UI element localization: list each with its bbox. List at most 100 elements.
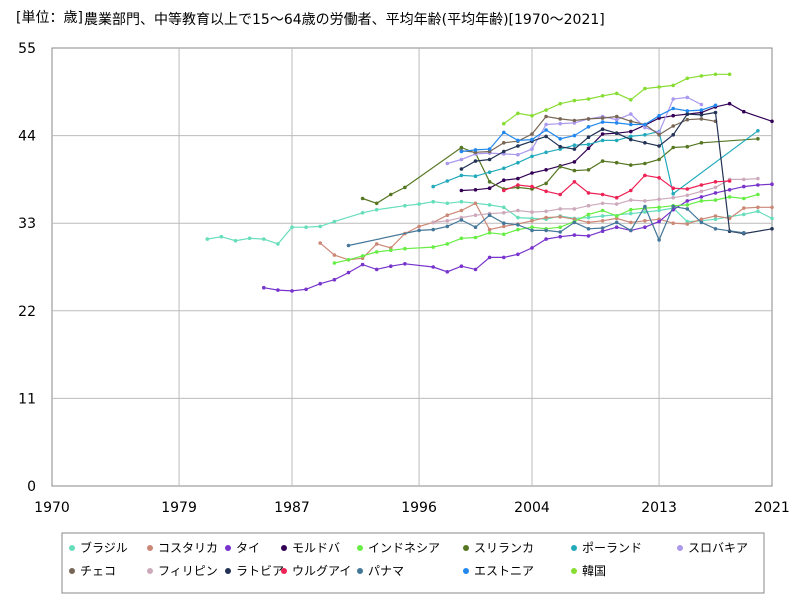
legend-label: スロバキア	[688, 541, 748, 555]
data-point	[502, 255, 506, 260]
legend-label: エストニア	[474, 564, 534, 578]
chart-title: 農業部門、中等教育以上で15～64歳の労働者、平均年齢(平均年齢)[1970～2…	[84, 11, 605, 28]
series-4	[332, 192, 760, 265]
data-point	[304, 287, 308, 292]
series-2	[262, 182, 774, 293]
data-point	[614, 160, 619, 165]
data-point	[276, 288, 280, 292]
data-point	[572, 220, 577, 225]
data-point	[558, 225, 562, 229]
x-tick-label: 1979	[161, 500, 197, 516]
data-point	[699, 102, 704, 107]
data-point	[544, 181, 548, 186]
data-point	[502, 130, 506, 135]
data-point	[742, 212, 746, 217]
data-point	[600, 127, 605, 131]
legend-item: ウルグアイ	[281, 564, 351, 578]
data-point	[304, 225, 308, 229]
data-point	[756, 209, 760, 214]
data-point	[544, 215, 548, 220]
data-point	[516, 227, 520, 232]
legend-marker	[677, 545, 683, 551]
x-tick-label: 2021	[754, 500, 790, 516]
data-point	[699, 217, 704, 221]
data-point	[473, 235, 478, 240]
data-point	[685, 203, 690, 207]
data-point	[629, 137, 633, 142]
data-point	[473, 267, 478, 272]
data-point	[318, 281, 323, 286]
data-point	[516, 223, 520, 227]
series-9	[431, 176, 760, 225]
data-point	[586, 203, 591, 208]
data-point	[487, 157, 492, 162]
data-point	[516, 208, 520, 213]
data-point	[643, 161, 647, 166]
data-point	[530, 246, 534, 250]
data-point	[643, 173, 647, 178]
data-point	[770, 205, 774, 210]
data-point	[530, 154, 534, 159]
data-point	[671, 97, 675, 101]
data-point	[445, 224, 450, 229]
data-point	[685, 117, 690, 122]
data-point	[530, 171, 534, 175]
legend-marker	[225, 545, 231, 551]
data-point	[516, 176, 520, 181]
data-point	[671, 191, 675, 196]
data-point	[530, 219, 534, 223]
data-point	[643, 225, 647, 229]
data-point	[756, 205, 760, 210]
legend-item: インドネシア	[357, 541, 440, 555]
data-point	[530, 184, 534, 189]
data-point	[445, 219, 450, 223]
data-point	[600, 120, 605, 124]
data-point	[600, 229, 605, 233]
y-tick-label: 0	[27, 479, 36, 495]
series-0	[205, 199, 774, 246]
data-point	[516, 111, 520, 116]
data-point	[713, 191, 718, 195]
data-point	[699, 113, 704, 117]
legend-marker	[357, 545, 363, 551]
data-point	[516, 183, 520, 187]
series-12	[346, 204, 746, 248]
data-point	[502, 211, 506, 215]
data-point	[459, 218, 464, 222]
data-point	[600, 226, 605, 230]
legend-item: パナマ	[357, 564, 404, 578]
data-point	[756, 137, 760, 141]
data-point	[572, 207, 577, 211]
data-point	[742, 231, 746, 235]
data-point	[614, 225, 619, 229]
data-point	[671, 113, 675, 118]
data-point	[572, 168, 577, 173]
data-point	[516, 160, 520, 165]
data-point	[530, 132, 534, 136]
legend-item: チェコ	[69, 564, 116, 578]
data-point	[643, 199, 647, 203]
data-point	[657, 197, 661, 202]
data-point	[699, 108, 704, 112]
data-point	[389, 192, 393, 197]
legend-item: フィリピン	[147, 564, 218, 578]
data-point	[685, 95, 690, 100]
data-point	[516, 138, 520, 143]
data-point	[502, 141, 506, 145]
data-point	[290, 289, 294, 293]
data-point	[614, 91, 619, 96]
data-point	[699, 141, 704, 145]
data-point	[713, 227, 718, 231]
data-point	[600, 116, 605, 120]
data-point	[445, 161, 450, 166]
data-point	[459, 264, 464, 269]
data-point	[657, 133, 661, 137]
legend-marker	[463, 568, 469, 574]
legend-label: 韓国	[582, 564, 606, 578]
legend-item: 韓国	[571, 564, 606, 578]
legend-item: タイ	[225, 541, 260, 555]
data-point	[374, 250, 379, 254]
data-point	[374, 242, 379, 246]
data-point	[431, 220, 436, 225]
